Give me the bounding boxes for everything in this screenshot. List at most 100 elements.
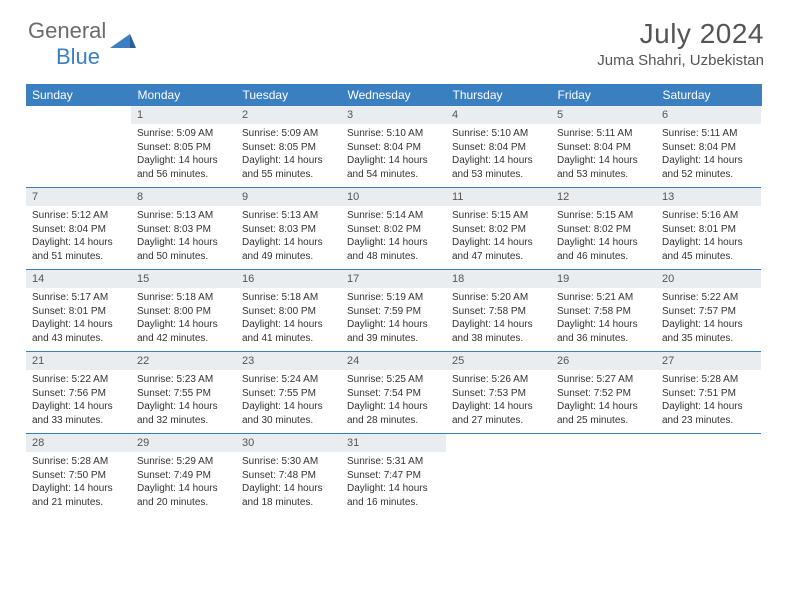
- day-body: Sunrise: 5:12 AMSunset: 8:04 PMDaylight:…: [26, 206, 131, 269]
- dow-cell: Thursday: [446, 84, 551, 106]
- day-cell: 9Sunrise: 5:13 AMSunset: 8:03 PMDaylight…: [236, 188, 341, 270]
- day-cell: 28Sunrise: 5:28 AMSunset: 7:50 PMDayligh…: [26, 434, 131, 516]
- day-number: 8: [131, 188, 236, 206]
- day-number: 18: [446, 270, 551, 288]
- day-cell: 3Sunrise: 5:10 AMSunset: 8:04 PMDaylight…: [341, 106, 446, 188]
- title-block: July 2024 Juma Shahri, Uzbekistan: [597, 18, 764, 69]
- day-cell: 15Sunrise: 5:18 AMSunset: 8:00 PMDayligh…: [131, 270, 236, 352]
- dow-cell: Tuesday: [236, 84, 341, 106]
- day-body: Sunrise: 5:15 AMSunset: 8:02 PMDaylight:…: [551, 206, 656, 269]
- day-body: Sunrise: 5:22 AMSunset: 7:57 PMDaylight:…: [656, 288, 761, 351]
- day-cell: 30Sunrise: 5:30 AMSunset: 7:48 PMDayligh…: [236, 434, 341, 516]
- day-number: 17: [341, 270, 446, 288]
- day-number: 3: [341, 106, 446, 124]
- day-body: [26, 124, 131, 184]
- day-body: Sunrise: 5:15 AMSunset: 8:02 PMDaylight:…: [446, 206, 551, 269]
- day-number: 31: [341, 434, 446, 452]
- day-cell: 20Sunrise: 5:22 AMSunset: 7:57 PMDayligh…: [656, 270, 761, 352]
- day-cell: 6Sunrise: 5:11 AMSunset: 8:04 PMDaylight…: [656, 106, 761, 188]
- day-body: Sunrise: 5:09 AMSunset: 8:05 PMDaylight:…: [131, 124, 236, 187]
- day-body: Sunrise: 5:30 AMSunset: 7:48 PMDaylight:…: [236, 452, 341, 515]
- month-title: July 2024: [597, 18, 764, 50]
- day-cell: 5Sunrise: 5:11 AMSunset: 8:04 PMDaylight…: [551, 106, 656, 188]
- day-body: Sunrise: 5:13 AMSunset: 8:03 PMDaylight:…: [131, 206, 236, 269]
- day-cell: 25Sunrise: 5:26 AMSunset: 7:53 PMDayligh…: [446, 352, 551, 434]
- day-body: Sunrise: 5:18 AMSunset: 8:00 PMDaylight:…: [131, 288, 236, 351]
- day-body: Sunrise: 5:17 AMSunset: 8:01 PMDaylight:…: [26, 288, 131, 351]
- day-body: Sunrise: 5:16 AMSunset: 8:01 PMDaylight:…: [656, 206, 761, 269]
- day-cell: [26, 106, 131, 188]
- day-number: 22: [131, 352, 236, 370]
- day-number: 1: [131, 106, 236, 124]
- day-number: 29: [131, 434, 236, 452]
- day-number: 5: [551, 106, 656, 124]
- day-cell: 19Sunrise: 5:21 AMSunset: 7:58 PMDayligh…: [551, 270, 656, 352]
- day-number: 26: [551, 352, 656, 370]
- day-body: Sunrise: 5:31 AMSunset: 7:47 PMDaylight:…: [341, 452, 446, 515]
- day-cell: 1Sunrise: 5:09 AMSunset: 8:05 PMDaylight…: [131, 106, 236, 188]
- day-body: Sunrise: 5:11 AMSunset: 8:04 PMDaylight:…: [551, 124, 656, 187]
- day-number: 23: [236, 352, 341, 370]
- dow-cell: Monday: [131, 84, 236, 106]
- day-cell: 23Sunrise: 5:24 AMSunset: 7:55 PMDayligh…: [236, 352, 341, 434]
- day-number: 20: [656, 270, 761, 288]
- day-number: 6: [656, 106, 761, 124]
- week-row: 7Sunrise: 5:12 AMSunset: 8:04 PMDaylight…: [26, 188, 761, 270]
- day-number: 24: [341, 352, 446, 370]
- day-body: Sunrise: 5:10 AMSunset: 8:04 PMDaylight:…: [341, 124, 446, 187]
- day-number: 9: [236, 188, 341, 206]
- day-number: 30: [236, 434, 341, 452]
- day-cell: 26Sunrise: 5:27 AMSunset: 7:52 PMDayligh…: [551, 352, 656, 434]
- day-body: Sunrise: 5:18 AMSunset: 8:00 PMDaylight:…: [236, 288, 341, 351]
- day-cell: 31Sunrise: 5:31 AMSunset: 7:47 PMDayligh…: [341, 434, 446, 516]
- day-cell: 11Sunrise: 5:15 AMSunset: 8:02 PMDayligh…: [446, 188, 551, 270]
- day-number: 25: [446, 352, 551, 370]
- day-body: Sunrise: 5:25 AMSunset: 7:54 PMDaylight:…: [341, 370, 446, 433]
- dow-cell: Wednesday: [341, 84, 446, 106]
- day-body: Sunrise: 5:28 AMSunset: 7:50 PMDaylight:…: [26, 452, 131, 515]
- day-cell: 13Sunrise: 5:16 AMSunset: 8:01 PMDayligh…: [656, 188, 761, 270]
- day-number: 10: [341, 188, 446, 206]
- week-row: 21Sunrise: 5:22 AMSunset: 7:56 PMDayligh…: [26, 352, 761, 434]
- day-number: 15: [131, 270, 236, 288]
- day-number: 19: [551, 270, 656, 288]
- day-number: 27: [656, 352, 761, 370]
- day-cell: 14Sunrise: 5:17 AMSunset: 8:01 PMDayligh…: [26, 270, 131, 352]
- day-body: Sunrise: 5:27 AMSunset: 7:52 PMDaylight:…: [551, 370, 656, 433]
- week-row: 14Sunrise: 5:17 AMSunset: 8:01 PMDayligh…: [26, 270, 761, 352]
- day-cell: 7Sunrise: 5:12 AMSunset: 8:04 PMDaylight…: [26, 188, 131, 270]
- day-cell: 17Sunrise: 5:19 AMSunset: 7:59 PMDayligh…: [341, 270, 446, 352]
- day-cell: 4Sunrise: 5:10 AMSunset: 8:04 PMDaylight…: [446, 106, 551, 188]
- day-cell: 8Sunrise: 5:13 AMSunset: 8:03 PMDaylight…: [131, 188, 236, 270]
- day-number: 2: [236, 106, 341, 124]
- day-body: Sunrise: 5:23 AMSunset: 7:55 PMDaylight:…: [131, 370, 236, 433]
- brand-word-1: General: [28, 18, 106, 43]
- dow-cell: Friday: [551, 84, 656, 106]
- day-body: Sunrise: 5:09 AMSunset: 8:05 PMDaylight:…: [236, 124, 341, 187]
- week-row: 1Sunrise: 5:09 AMSunset: 8:05 PMDaylight…: [26, 106, 761, 188]
- day-cell: 29Sunrise: 5:29 AMSunset: 7:49 PMDayligh…: [131, 434, 236, 516]
- day-number: 16: [236, 270, 341, 288]
- day-cell: 22Sunrise: 5:23 AMSunset: 7:55 PMDayligh…: [131, 352, 236, 434]
- day-body: Sunrise: 5:19 AMSunset: 7:59 PMDaylight:…: [341, 288, 446, 351]
- day-body: Sunrise: 5:20 AMSunset: 7:58 PMDaylight:…: [446, 288, 551, 351]
- day-body: [446, 452, 551, 512]
- dow-cell: Sunday: [26, 84, 131, 106]
- brand-word-2: Blue: [56, 44, 100, 69]
- day-body: [656, 452, 761, 512]
- day-body: Sunrise: 5:14 AMSunset: 8:02 PMDaylight:…: [341, 206, 446, 269]
- day-cell: 27Sunrise: 5:28 AMSunset: 7:51 PMDayligh…: [656, 352, 761, 434]
- brand-logo: General Blue: [28, 18, 136, 70]
- day-body: Sunrise: 5:13 AMSunset: 8:03 PMDaylight:…: [236, 206, 341, 269]
- calendar-table: Sunday Monday Tuesday Wednesday Thursday…: [26, 84, 762, 515]
- day-body: Sunrise: 5:22 AMSunset: 7:56 PMDaylight:…: [26, 370, 131, 433]
- location-subtitle: Juma Shahri, Uzbekistan: [597, 52, 764, 69]
- day-body: [551, 452, 656, 512]
- day-cell: [656, 434, 761, 516]
- day-number: 13: [656, 188, 761, 206]
- day-cell: [446, 434, 551, 516]
- dow-cell: Saturday: [656, 84, 761, 106]
- day-body: Sunrise: 5:26 AMSunset: 7:53 PMDaylight:…: [446, 370, 551, 433]
- week-row: 28Sunrise: 5:28 AMSunset: 7:50 PMDayligh…: [26, 434, 761, 516]
- page-header: General Blue July 2024 Juma Shahri, Uzbe…: [0, 0, 792, 76]
